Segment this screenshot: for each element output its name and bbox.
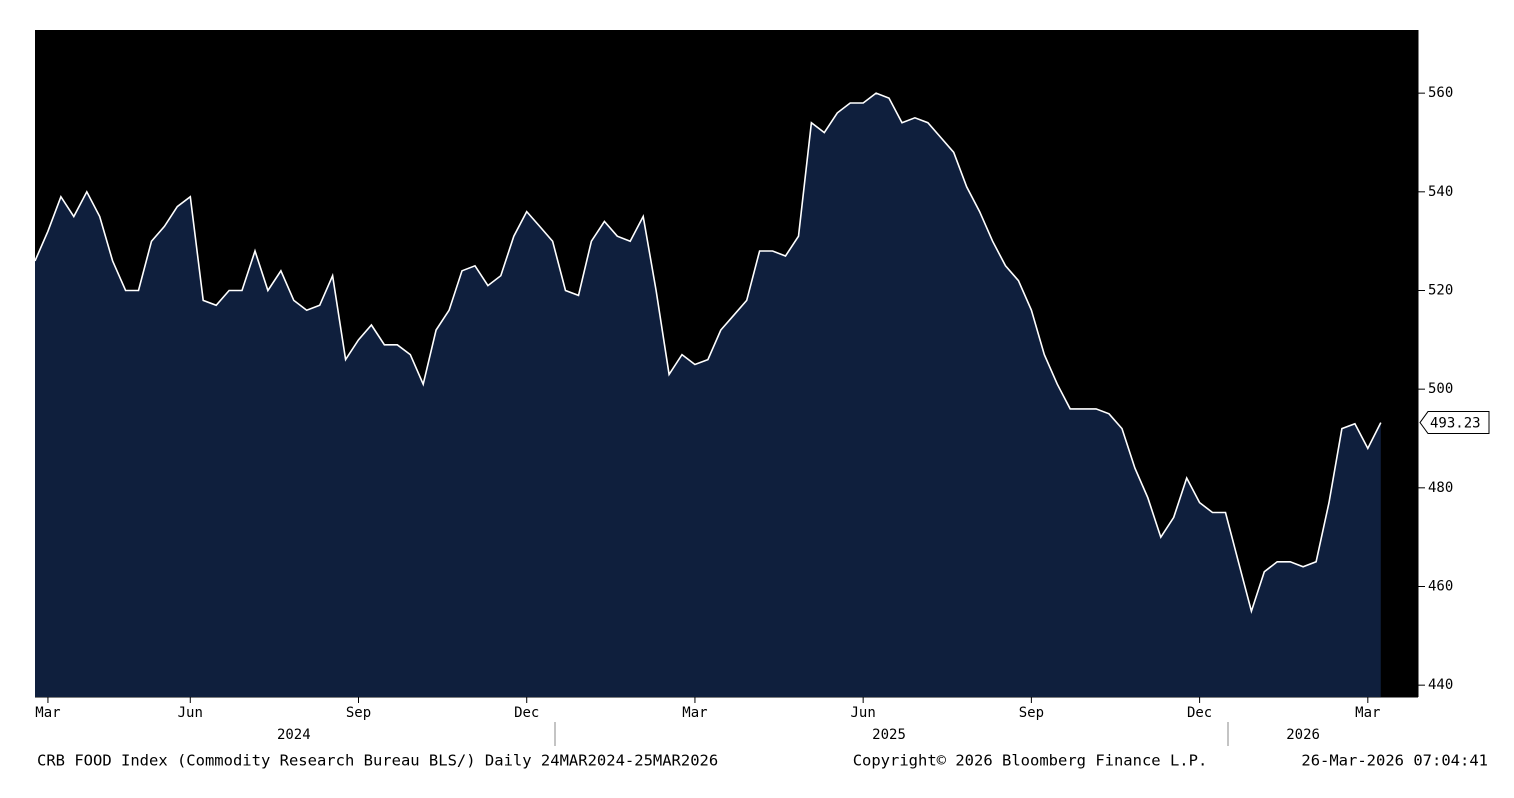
x-tick-label: Sep xyxy=(1019,705,1044,721)
line xyxy=(34,92,1382,615)
year-label: 2026 xyxy=(1286,727,1320,743)
x-tick-label: Dec xyxy=(1187,705,1212,721)
x-tick-label: Mar xyxy=(35,705,60,721)
timestamp: 26-Mar-2026 07:04:41 xyxy=(1301,752,1488,770)
y-tick-label: 500 xyxy=(1428,381,1453,397)
y-tick-label: 520 xyxy=(1428,282,1453,298)
area xyxy=(35,93,1381,698)
y-tick-label: 540 xyxy=(1428,184,1453,200)
x-tick-label: Mar xyxy=(682,705,707,721)
x-tick-label: Jun xyxy=(178,705,203,721)
x-tick-label: Mar xyxy=(1355,705,1380,721)
last-value-label: 493.23 xyxy=(1430,416,1481,432)
copyright: Copyright© 2026 Bloomberg Finance L.P. xyxy=(853,752,1208,770)
y-tick-label: 460 xyxy=(1428,578,1453,594)
x-tick-label: Sep xyxy=(346,705,371,721)
x-tick-label: Jun xyxy=(851,705,876,721)
y-tick-label: 440 xyxy=(1428,677,1453,693)
year-label: 2024 xyxy=(277,727,311,743)
year-label: 2025 xyxy=(872,727,906,743)
y-tick-label: 480 xyxy=(1428,480,1453,496)
last-value-box xyxy=(1419,411,1490,435)
y-tick-label: 560 xyxy=(1428,85,1453,101)
chart-title: CRB FOOD Index (Commodity Research Burea… xyxy=(37,752,718,770)
x-tick-label: Dec xyxy=(514,705,539,721)
